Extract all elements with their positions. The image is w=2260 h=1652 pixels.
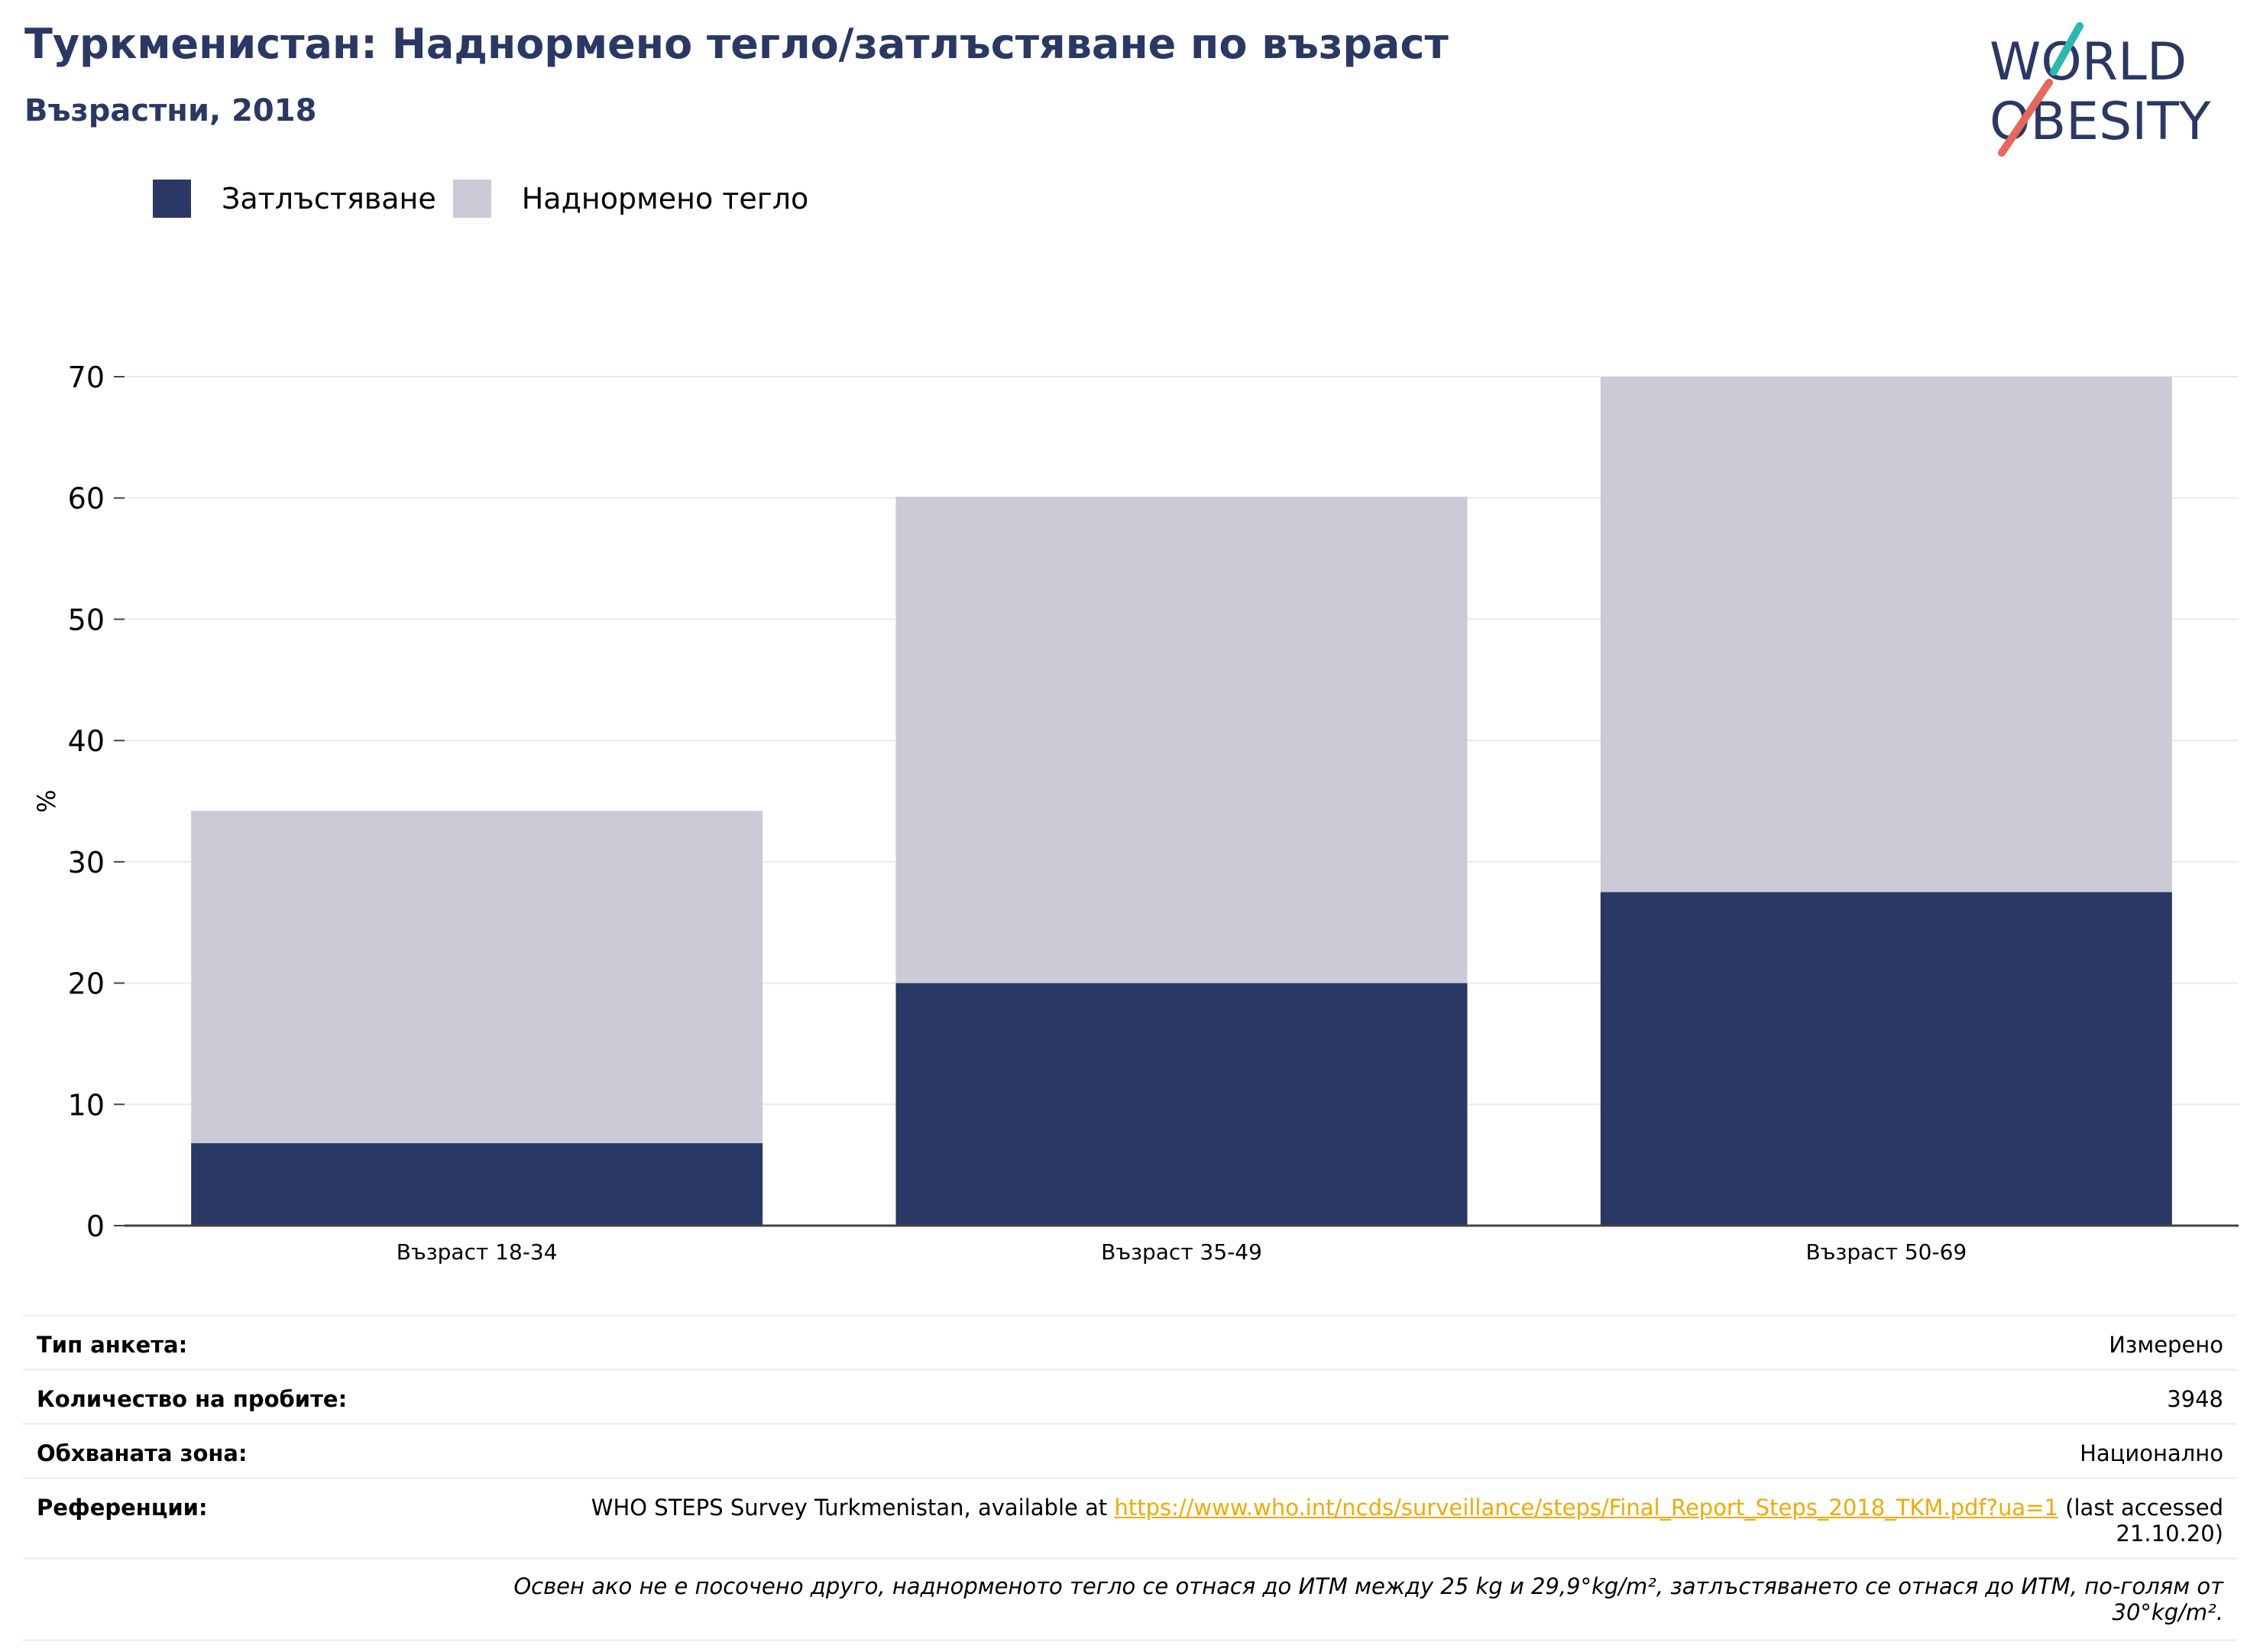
info-row-coverage: Обхваната зона: Национално bbox=[23, 1425, 2237, 1479]
page-title: Туркменистан: Наднормено тегло/затлъстяв… bbox=[24, 20, 1449, 68]
coverage-value: Национално bbox=[2080, 1440, 2223, 1466]
info-row-sample-size: Количество на пробите: 3948 bbox=[23, 1371, 2237, 1425]
bar-overweight-2[interactable] bbox=[895, 497, 1468, 983]
legend-label-overweight: Наднормено тегло bbox=[521, 182, 809, 215]
logo-slash-teal bbox=[2050, 22, 2084, 76]
survey-info-table: Тип анкета: Измерено Количество на проби… bbox=[23, 1314, 2237, 1641]
legend-swatch-overweight bbox=[452, 180, 491, 218]
info-row-survey-type: Тип анкета: Измерено bbox=[23, 1317, 2237, 1371]
sample-size-label: Количество на пробите: bbox=[37, 1386, 348, 1412]
x-tick-label: Възраст 35-49 bbox=[1101, 1239, 1262, 1265]
survey-type-value: Измерено bbox=[2109, 1332, 2223, 1358]
chart-legend: Затлъстяване Наднормено тегло bbox=[153, 176, 825, 222]
bar-chart: 0 10 20 30 40 50 60 70 Възраст 18-34 Възраст 35-… bbox=[32, 361, 2239, 1265]
references-label: Референции: bbox=[37, 1495, 208, 1521]
legend-swatch-obesity bbox=[153, 180, 191, 218]
logo-word-world: WORLD bbox=[1990, 32, 2187, 92]
y-tick-label: 70 bbox=[68, 361, 105, 394]
info-row-references: Референции: WHO STEPS Survey Turkmenista… bbox=[23, 1479, 2237, 1560]
bar-obesity-2[interactable] bbox=[895, 983, 1468, 1226]
bar-overweight-3[interactable] bbox=[1600, 377, 2172, 892]
bar-obesity-1[interactable] bbox=[191, 1143, 763, 1226]
y-tick-label: 40 bbox=[68, 724, 105, 758]
logo-slash-red bbox=[1998, 79, 2053, 157]
info-row-note: Освен ако не е посочено друго, наднормен… bbox=[23, 1560, 2237, 1641]
y-tick-label: 60 bbox=[68, 482, 105, 516]
legend-item-overweight[interactable]: Наднормено тегло bbox=[452, 180, 809, 218]
references-suffix: (last accessed 21.10.20) bbox=[2058, 1495, 2223, 1547]
bars bbox=[191, 377, 2172, 1226]
coverage-label: Обхваната зона: bbox=[37, 1440, 248, 1466]
y-tick-label: 30 bbox=[68, 846, 105, 879]
x-tick-label: Възраст 50-69 bbox=[1805, 1239, 1967, 1265]
y-tick-label: 10 bbox=[68, 1088, 105, 1122]
y-tick-label: 0 bbox=[86, 1210, 105, 1243]
bar-overweight-1[interactable] bbox=[191, 811, 763, 1144]
x-tick-label: Възраст 18-34 bbox=[397, 1239, 558, 1265]
legend-item-obesity[interactable]: Затлъстяване bbox=[153, 180, 436, 218]
legend-label-obesity: Затлъстяване bbox=[222, 182, 436, 215]
y-axis-ticks: 0 10 20 30 40 50 60 70 bbox=[68, 361, 125, 1243]
world-obesity-logo: WORLD OBESITY bbox=[1990, 22, 2211, 157]
sample-size-value: 3948 bbox=[2167, 1386, 2223, 1412]
references-link[interactable]: https://www.who.int/ncds/surveillance/st… bbox=[1114, 1495, 2058, 1521]
page-subtitle: Възрастни, 2018 bbox=[24, 93, 317, 128]
references-value: WHO STEPS Survey Turkmenistan, available… bbox=[504, 1495, 2223, 1547]
definition-note: Освен ако не е посочено друго, наднормен… bbox=[513, 1573, 2223, 1625]
y-tick-label: 20 bbox=[68, 967, 105, 1001]
x-axis-labels: Възраст 18-34 Възраст 35-49 Възраст 50-69 bbox=[397, 1239, 1967, 1265]
bar-obesity-3[interactable] bbox=[1600, 892, 2172, 1226]
y-axis-label: % bbox=[32, 789, 61, 812]
survey-type-label: Тип анкета: bbox=[37, 1332, 188, 1358]
references-prefix: WHO STEPS Survey Turkmenistan, available… bbox=[591, 1495, 1115, 1521]
y-tick-label: 50 bbox=[68, 603, 105, 637]
